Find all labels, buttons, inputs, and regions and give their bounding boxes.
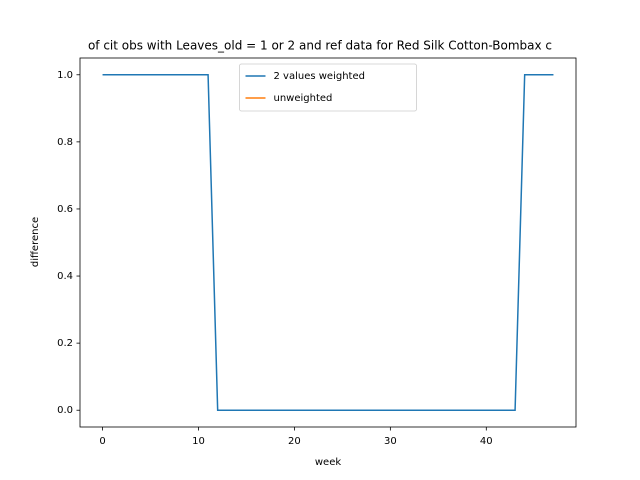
x-tick-label: 0 bbox=[99, 436, 105, 447]
y-tick-label: 0.2 bbox=[57, 338, 73, 349]
y-tick-label: 0.4 bbox=[57, 271, 73, 282]
x-tick-label: 10 bbox=[192, 436, 205, 447]
x-tick-label: 40 bbox=[480, 436, 493, 447]
series-line bbox=[102, 74, 554, 411]
y-tick-label: 0.0 bbox=[57, 405, 73, 416]
chart-title: of cit obs with Leaves_old = 1 or 2 and … bbox=[88, 39, 552, 53]
x-tick-label: 20 bbox=[288, 436, 301, 447]
y-tick-label: 0.6 bbox=[57, 204, 73, 215]
y-axis-label: difference bbox=[30, 217, 41, 267]
y-tick-label: 0.8 bbox=[57, 137, 73, 148]
plot-frame bbox=[79, 57, 577, 428]
x-axis-label: week bbox=[315, 457, 341, 468]
x-tick-label: 30 bbox=[384, 436, 397, 447]
y-tick-label: 1.0 bbox=[57, 70, 73, 81]
legend-label: 2 values weighted bbox=[274, 71, 365, 82]
legend-label: unweighted bbox=[274, 93, 333, 104]
legend-box bbox=[239, 63, 417, 112]
